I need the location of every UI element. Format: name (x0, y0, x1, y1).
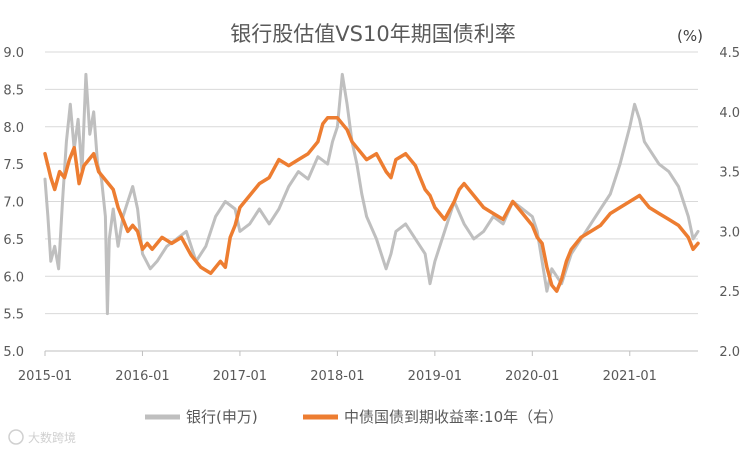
legend-label-yield: 中债国债到期收益率:10年（右） (344, 408, 563, 426)
left-tick-label: 5.0 (3, 345, 24, 360)
x-tick-label: 2019-01 (408, 369, 462, 384)
watermark-logo-icon (8, 429, 24, 445)
watermark: 大数跨境 (8, 429, 76, 445)
legend: 银行(申万) 中债国债到期收益率:10年（右） (145, 408, 563, 426)
x-tick-label: 2017-01 (213, 369, 267, 384)
left-tick-label: 6.5 (3, 233, 24, 248)
gridlines (45, 51, 698, 315)
right-tick-label: 2.0 (719, 345, 740, 360)
x-axis-ticks: 2015-01 2016-01 2017-01 2018-01 2019-01 2020-… (18, 351, 657, 384)
watermark-text: 大数跨境 (28, 430, 76, 445)
x-tick-label: 2020-01 (505, 369, 559, 384)
right-axis-unit: (%) (677, 27, 703, 45)
right-tick-label: 3.0 (719, 225, 740, 240)
series-line-yield (43, 116, 700, 293)
left-tick-label: 7.5 (3, 158, 24, 173)
right-tick-label: 4.0 (719, 106, 740, 121)
x-tick-label: 2021-01 (603, 369, 657, 384)
left-tick-label: 9.0 (3, 46, 24, 61)
series-line-bank (43, 72, 700, 316)
legend-label-bank: 银行(申万) (186, 408, 258, 426)
left-tick-label: 8.5 (3, 83, 24, 98)
right-axis-ticks: 2.0 2.5 3.0 3.5 4.0 4.5 (719, 46, 740, 360)
left-axis-ticks: 5.0 5.5 6.0 6.5 7.0 7.5 8.0 8.5 9.0 (3, 46, 24, 360)
left-tick-label: 8.0 (3, 121, 24, 136)
right-tick-label: 4.5 (719, 46, 740, 61)
x-tick-label: 2018-01 (310, 369, 364, 384)
left-tick-label: 7.0 (3, 196, 24, 211)
right-tick-label: 3.5 (719, 166, 740, 181)
x-tick-label: 2015-01 (18, 369, 72, 384)
left-tick-label: 6.0 (3, 270, 24, 285)
right-tick-label: 2.5 (719, 285, 740, 300)
left-tick-label: 5.5 (3, 308, 24, 323)
chart-title: 银行股估值VS10年期国债利率 (230, 22, 515, 46)
x-tick-label: 2016-01 (115, 369, 169, 384)
series-layer (43, 72, 700, 316)
